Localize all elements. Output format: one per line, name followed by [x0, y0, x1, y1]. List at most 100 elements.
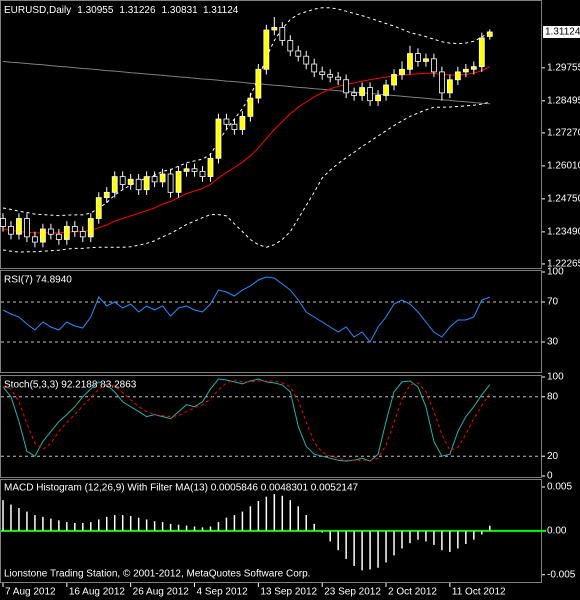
- y-tick-label: 1.27270: [547, 128, 580, 139]
- x-tick-label: 4 Sep 2012: [197, 587, 249, 598]
- candle-body: [135, 178, 142, 191]
- rsi-frame: [0, 270, 542, 373]
- current-price: 1.31124: [545, 27, 580, 38]
- y-tick-label: 1.23490: [547, 227, 580, 238]
- y-tick-label: -0.005: [547, 569, 576, 580]
- candle-body: [63, 225, 70, 240]
- candle-body: [335, 76, 342, 81]
- candle-body: [359, 87, 366, 96]
- line: [2, 60, 490, 105]
- candle-body: [311, 63, 318, 73]
- last-close: 1.31124: [203, 5, 239, 16]
- candle-body: [295, 50, 302, 57]
- symbol: EURUSD,Daily: [4, 5, 71, 16]
- y-tick-label: 0: [547, 471, 553, 482]
- candle-body: [343, 79, 350, 94]
- candle-body: [183, 168, 190, 172]
- y-tick-label: 100: [547, 267, 564, 278]
- line: [2, 101, 490, 253]
- price-box: [543, 26, 580, 39]
- y-tick-label: 20: [547, 451, 559, 462]
- candle-body: [351, 92, 358, 96]
- y-tick-label: 0.005: [547, 482, 572, 493]
- candle-body: [375, 95, 381, 102]
- candle-body: [303, 55, 310, 65]
- candle-body: [127, 178, 134, 185]
- candle-body: [454, 71, 461, 81]
- y-tick-label: 1.24750: [547, 194, 580, 205]
- candle-body: [32, 236, 38, 243]
- y-tick-label: 1.22265: [547, 259, 580, 270]
- candle-body: [151, 176, 158, 183]
- y-tick-label: 80: [547, 391, 559, 402]
- candle-body: [367, 87, 373, 102]
- y-tick-label: 1.26010: [547, 161, 580, 172]
- candle-body: [263, 29, 270, 70]
- candle-body: [383, 84, 389, 96]
- x-tick-label: 16 Aug 2012: [69, 587, 126, 598]
- line: [2, 378, 491, 462]
- candle-body: [191, 168, 198, 172]
- candle-body: [431, 58, 437, 73]
- candle-body: [71, 225, 78, 233]
- x-tick-label: 11 Oct 2012: [452, 587, 506, 598]
- last-open: 1.30955: [77, 5, 114, 16]
- candle-body: [16, 218, 22, 235]
- y-tick-label: 1.29755: [547, 62, 580, 73]
- candle-body: [319, 71, 326, 75]
- candle-body: [247, 97, 254, 117]
- candle-body: [119, 176, 126, 185]
- candle-body: [438, 71, 445, 94]
- candle-body: [470, 66, 477, 70]
- candle-body: [423, 58, 429, 62]
- candle-body: [462, 68, 469, 73]
- candle-body: [87, 218, 94, 238]
- line: [2, 276, 490, 343]
- candle-body: [407, 53, 413, 70]
- candle-body: [95, 197, 102, 219]
- candle-body: [327, 74, 334, 78]
- y-tick-label: 100: [547, 372, 564, 383]
- x-tick-label: 23 Sep 2012: [324, 587, 381, 598]
- candle-body: [159, 173, 166, 183]
- candle-body: [111, 176, 118, 193]
- y-tick-label: 30: [547, 337, 559, 348]
- candle-body: [55, 233, 62, 240]
- candle-body: [215, 118, 222, 159]
- x-tick-label: 2 Oct 2012: [388, 587, 437, 598]
- line: [2, 379, 491, 461]
- candle-body: [24, 218, 30, 238]
- x-tick-label: 13 Sep 2012: [260, 587, 317, 598]
- candle-body: [103, 191, 110, 198]
- candle-body: [223, 118, 230, 125]
- candle-body: [47, 228, 54, 235]
- candle-body: [486, 31, 493, 37]
- candle-body: [399, 68, 405, 75]
- candle-body: [239, 116, 246, 130]
- candle-body: [0, 218, 6, 227]
- line: [2, 7, 491, 217]
- candle-body: [40, 228, 46, 243]
- y-tick-label: 1.28495: [547, 95, 580, 106]
- candle-body: [415, 53, 421, 62]
- line: [2, 66, 491, 234]
- candle-body: [478, 37, 485, 68]
- panel-title: Stoch(5,3,3) 92.2188 83.2863: [4, 380, 137, 391]
- candle-body: [175, 170, 182, 193]
- candle-body: [79, 231, 86, 238]
- panel-title: MACD Histogram (12,26,9) With Filter MA(…: [4, 483, 359, 494]
- y-tick-label: 0.00: [547, 526, 567, 537]
- candle-body: [446, 79, 453, 94]
- candle-body: [287, 40, 294, 52]
- main-frame: [0, 0, 542, 269]
- panel-title: RSI(7) 74.8940: [4, 275, 72, 286]
- last-low: 1.30831: [162, 5, 199, 16]
- candle-body: [279, 26, 286, 41]
- candle-body: [391, 74, 397, 86]
- footer: Lionstone Trading Station, © 2001-2012, …: [4, 569, 310, 580]
- chart-title: EURUSD,Daily 1.30955 1.31226 1.30831 1.31124: [4, 5, 239, 16]
- candle-body: [8, 225, 14, 235]
- last-high: 1.31226: [119, 5, 156, 16]
- candle-body: [231, 123, 238, 130]
